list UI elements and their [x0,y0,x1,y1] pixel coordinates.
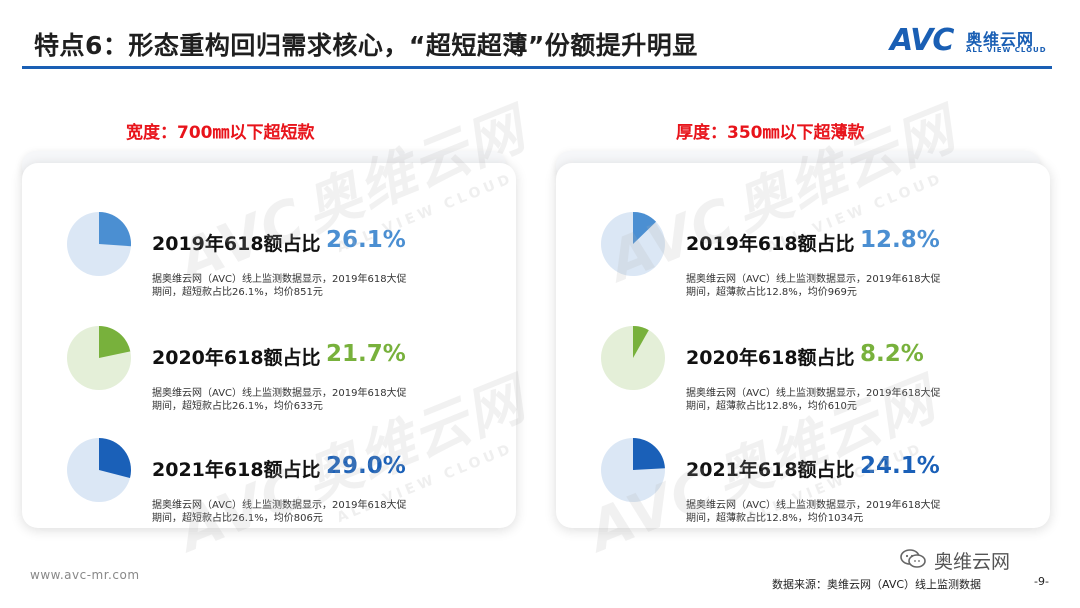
pie-slice [633,326,649,358]
chart-row: 2019年618额占比 12.8% 据奥维云网（AVC）线上监测数据显示，201… [556,199,1050,299]
chart-row: 2021年618额占比 29.0% 据奥维云网（AVC）线上监测数据显示，201… [22,425,516,525]
pie-chart [67,326,131,390]
chart-row: 2019年618额占比 26.1% 据奥维云网（AVC）线上监测数据显示，201… [22,199,516,299]
page-number: -9- [1034,575,1049,588]
pie-chart [601,438,665,502]
row-label: 2021年618额占比 [686,459,855,481]
wechat-account: 奥维云网 [900,545,1060,573]
header-divider [22,66,1052,69]
value-label: 8.2% [860,341,924,367]
logo-cn-name: 奥维云网 [966,30,1035,49]
row-note: 据奥维云网（AVC）线上监测数据显示，2019年618大促期间，超薄款占比12.… [686,274,941,298]
row-label: 2020年618额占比 [686,347,855,369]
value-label: 12.8% [860,227,940,253]
value-label: 26.1% [326,227,406,253]
chart-card-width: 2019年618额占比 26.1% 据奥维云网（AVC）线上监测数据显示，201… [22,163,516,528]
data-source: 数据来源：奥维云网（AVC）线上监测数据 [772,578,982,591]
row-label: 2019年618额占比 [152,233,321,255]
pie-slice [633,212,657,244]
logo-mark: AVC [890,23,954,58]
pie-chart [601,326,665,390]
pie-chart [601,212,665,276]
page-title: 特点6：形态重构回归需求核心，“超短超薄”份额提升明显 [34,31,698,60]
row-note: 据奥维云网（AVC）线上监测数据显示，2019年618大促期间，超短款占比26.… [152,388,407,412]
logo-en-name: ALL VIEW CLOUD [966,46,1047,54]
row-label: 2020年618额占比 [152,347,321,369]
avc-logo: AVC 奥维云网 ALL VIEW CLOUD [890,24,1050,58]
row-label: 2019年618额占比 [686,233,855,255]
value-label: 29.0% [326,453,406,479]
row-label: 2021年618额占比 [152,459,321,481]
section-heading-width: 宽度：700㎜以下超短款 [126,123,315,143]
section-heading-thickness: 厚度：350㎜以下超薄款 [676,123,865,143]
value-label: 24.1% [860,453,940,479]
chart-row: 2020年618额占比 21.7% 据奥维云网（AVC）线上监测数据显示，201… [22,313,516,413]
footer-url: www.avc-mr.com [30,568,140,582]
wechat-name: 奥维云网 [934,551,1011,573]
pie-slice [99,326,131,358]
row-note: 据奥维云网（AVC）线上监测数据显示，2019年618大促期间，超短款占比26.… [152,274,407,298]
chart-row: 2020年618额占比 8.2% 据奥维云网（AVC）线上监测数据显示，2019… [556,313,1050,413]
row-note: 据奥维云网（AVC）线上监测数据显示，2019年618大促期间，超短款占比26.… [152,500,407,524]
pie-slice [99,212,131,247]
chart-card-thickness: 2019年618额占比 12.8% 据奥维云网（AVC）线上监测数据显示，201… [556,163,1050,528]
pie-chart [67,212,131,276]
pie-chart [67,438,131,502]
value-label: 21.7% [326,341,406,367]
chart-row: 2021年618额占比 24.1% 据奥维云网（AVC）线上监测数据显示，201… [556,425,1050,525]
row-note: 据奥维云网（AVC）线上监测数据显示，2019年618大促期间，超薄款占比12.… [686,388,941,412]
pie-slice [633,438,665,470]
wechat-icon [900,549,926,568]
row-note: 据奥维云网（AVC）线上监测数据显示，2019年618大促期间，超薄款占比12.… [686,500,941,524]
pie-slice [99,438,131,478]
